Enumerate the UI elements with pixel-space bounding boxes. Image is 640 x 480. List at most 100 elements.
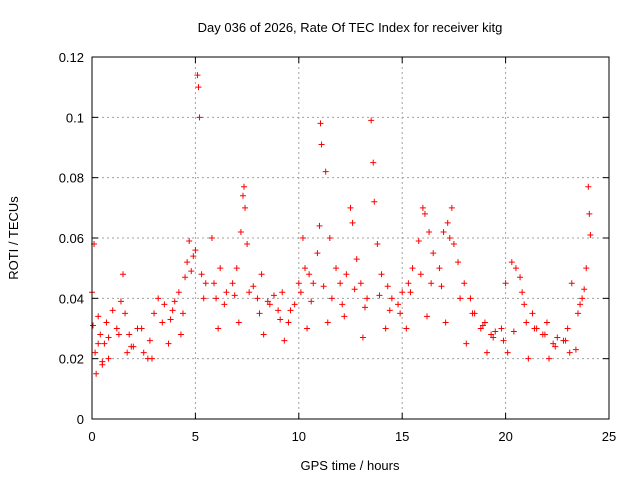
data-point (347, 204, 354, 211)
data-point (378, 271, 385, 278)
data-point (488, 331, 495, 338)
data-point (405, 280, 412, 287)
data-point (275, 307, 282, 314)
data-point (195, 84, 202, 91)
data-point (310, 280, 317, 287)
data-point (430, 250, 437, 257)
data-point (128, 343, 135, 350)
data-point (308, 298, 315, 305)
data-point (188, 268, 195, 275)
data-point (202, 280, 209, 287)
data-point (192, 247, 199, 254)
data-point (525, 355, 532, 362)
data-point (159, 319, 166, 326)
x-tick-label: 0 (88, 429, 95, 444)
data-point (407, 289, 414, 296)
data-point (215, 325, 222, 332)
data-point (417, 271, 424, 278)
data-point (577, 301, 584, 308)
data-point (242, 204, 249, 211)
data-point (333, 265, 340, 272)
data-point (299, 235, 306, 241)
data-point (306, 271, 313, 278)
data-point (469, 310, 476, 317)
data-point (211, 280, 218, 287)
data-point (510, 328, 517, 335)
data-point (483, 349, 490, 356)
data-point (105, 334, 112, 341)
data-point (574, 310, 581, 317)
data-point (254, 295, 261, 302)
data-point (320, 283, 327, 290)
data-point (237, 228, 244, 235)
data-point (343, 271, 350, 278)
data-point (279, 289, 286, 296)
data-point (326, 235, 333, 241)
data-point (317, 120, 324, 127)
data-point (318, 141, 325, 148)
data-point (564, 325, 571, 332)
data-point (498, 325, 505, 332)
data-point (357, 280, 364, 287)
data-point (233, 265, 240, 272)
data-point (144, 355, 151, 362)
data-point (302, 265, 309, 272)
data-point (231, 292, 238, 299)
data-point (285, 319, 292, 326)
data-point (586, 210, 593, 217)
data-point (403, 325, 410, 332)
data-point (200, 295, 207, 302)
x-axis-label: GPS time / hours (301, 458, 400, 473)
data-point (167, 316, 174, 323)
data-point (368, 117, 375, 124)
data-point (442, 319, 449, 326)
data-point (266, 301, 273, 308)
y-tick-label: 0.04 (59, 291, 84, 306)
data-point (371, 198, 378, 205)
data-point (213, 295, 220, 302)
data-point (95, 340, 102, 347)
data-point (349, 219, 356, 226)
data-point (562, 337, 569, 344)
data-point (436, 265, 443, 272)
data-point (461, 280, 468, 287)
data-point (444, 219, 451, 226)
data-point (169, 307, 176, 314)
y-tick-label: 0 (77, 412, 84, 427)
data-point (415, 238, 422, 245)
data-point (421, 210, 428, 217)
data-point (97, 331, 104, 338)
data-point (572, 346, 579, 353)
data-point (316, 222, 323, 229)
data-point (155, 295, 162, 302)
data-point (361, 304, 368, 311)
data-point (90, 322, 97, 329)
data-point (481, 319, 488, 326)
data-point (440, 228, 447, 235)
data-point (419, 204, 426, 211)
data-point (519, 289, 526, 296)
data-point (196, 114, 203, 121)
data-point (397, 310, 404, 317)
data-point (93, 370, 100, 377)
data-point (341, 313, 348, 320)
data-point (359, 334, 366, 341)
data-point (337, 280, 344, 287)
data-point (521, 301, 528, 308)
data-point (543, 319, 550, 326)
data-point (324, 319, 331, 326)
data-point (99, 361, 106, 368)
data-point (587, 231, 594, 238)
data-point (448, 204, 455, 211)
data-point (477, 325, 484, 332)
data-point (250, 283, 257, 290)
data-point (186, 238, 193, 245)
data-point (171, 298, 178, 305)
data-point (384, 283, 391, 290)
data-point (126, 331, 133, 338)
data-point (428, 280, 435, 287)
y-tick-label: 0.06 (59, 231, 84, 246)
y-axis-label: ROTI / TECUs (6, 196, 21, 280)
data-point (235, 319, 242, 326)
data-point (264, 298, 271, 305)
